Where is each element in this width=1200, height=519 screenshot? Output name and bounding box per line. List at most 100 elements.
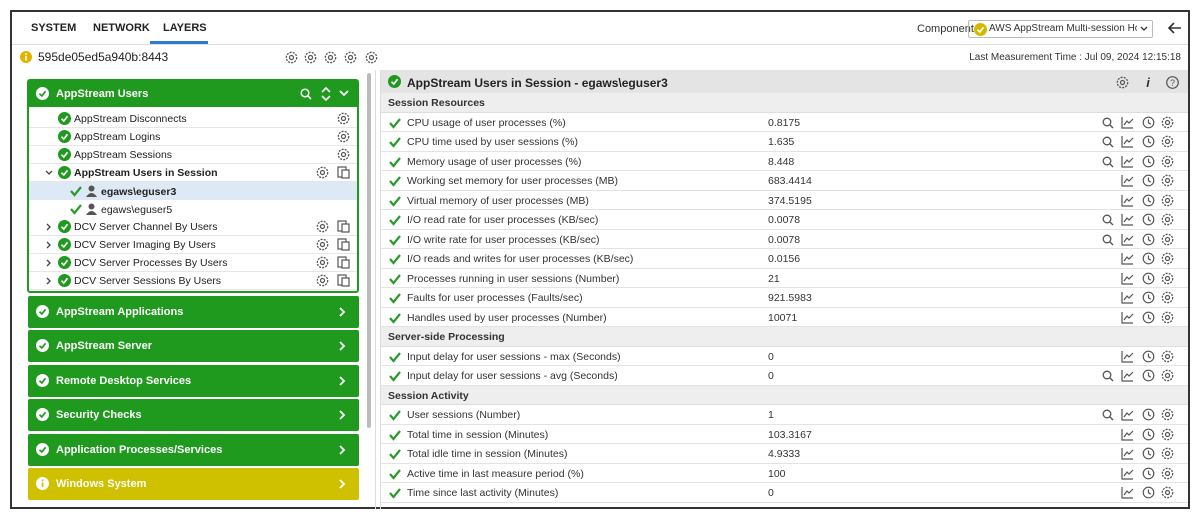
test-name[interactable]: AppStream Disconnects (74, 113, 187, 125)
layer-title[interactable]: Security Checks (56, 409, 142, 421)
toolbar-icon[interactable] (324, 51, 337, 64)
test-config-icon[interactable] (316, 220, 329, 233)
graph-icon[interactable] (1121, 155, 1134, 168)
history-icon[interactable] (1142, 174, 1155, 187)
layer-title[interactable]: Application Processes/Services (56, 444, 223, 456)
history-icon[interactable] (1142, 155, 1155, 168)
test-name[interactable]: DCV Server Sessions By Users (74, 275, 222, 287)
test-config-icon[interactable] (316, 238, 329, 251)
layer-button[interactable] (28, 330, 359, 362)
detail-icon[interactable] (1102, 370, 1114, 382)
threshold-icon[interactable] (1161, 155, 1174, 168)
history-icon[interactable] (1142, 467, 1155, 480)
graph-icon[interactable] (1121, 135, 1134, 148)
layer-expand[interactable] (338, 341, 346, 351)
panel-help[interactable]: ? (1166, 76, 1179, 89)
test-doc-icon[interactable] (337, 238, 350, 251)
panel-info[interactable]: i (1144, 75, 1152, 90)
test-name[interactable]: AppStream Users in Session (74, 167, 218, 179)
sort-icon[interactable] (320, 86, 332, 102)
detail-icon[interactable] (1102, 117, 1114, 129)
search-icon[interactable] (300, 88, 312, 100)
graph-icon[interactable] (1121, 233, 1134, 246)
test-doc-icon[interactable] (337, 166, 350, 179)
graph-icon[interactable] (1121, 467, 1134, 480)
threshold-icon[interactable] (1161, 116, 1174, 129)
history-icon[interactable] (1142, 272, 1155, 285)
component-dropdown[interactable] (968, 20, 1153, 38)
threshold-icon[interactable] (1161, 135, 1174, 148)
threshold-icon[interactable] (1161, 467, 1174, 480)
history-icon[interactable] (1142, 116, 1155, 129)
back-arrow[interactable] (1167, 22, 1182, 34)
threshold-icon[interactable] (1161, 252, 1174, 265)
graph-icon[interactable] (1121, 213, 1134, 226)
threshold-icon[interactable] (1161, 369, 1174, 382)
detail-icon[interactable] (1102, 409, 1114, 421)
history-icon[interactable] (1142, 291, 1155, 304)
toolbar-icon[interactable] (344, 51, 357, 64)
expanded-caret[interactable] (45, 169, 53, 177)
collapsed-caret[interactable] (45, 223, 53, 231)
detail-icon[interactable] (1102, 156, 1114, 168)
history-icon[interactable] (1142, 447, 1155, 460)
test-config-icon[interactable] (316, 166, 329, 179)
history-icon[interactable] (1142, 135, 1155, 148)
layer-button[interactable] (28, 468, 359, 500)
history-icon[interactable] (1142, 350, 1155, 363)
history-icon[interactable] (1142, 311, 1155, 324)
threshold-icon[interactable] (1161, 213, 1174, 226)
detail-icon[interactable] (1102, 136, 1114, 148)
layer-expand[interactable] (338, 376, 346, 386)
threshold-icon[interactable] (1161, 291, 1174, 304)
layer-expand[interactable] (338, 479, 346, 489)
test-name[interactable]: AppStream Logins (74, 131, 161, 143)
test-name[interactable]: DCV Server Imaging By Users (74, 239, 216, 251)
threshold-icon[interactable] (1161, 350, 1174, 363)
threshold-icon[interactable] (1161, 447, 1174, 460)
history-icon[interactable] (1142, 252, 1155, 265)
graph-icon[interactable] (1121, 291, 1134, 304)
test-name[interactable]: DCV Server Processes By Users (74, 257, 228, 269)
toolbar-icon[interactable] (304, 51, 317, 64)
layer-button[interactable] (28, 434, 359, 466)
layer-expand[interactable] (338, 410, 346, 420)
graph-icon[interactable] (1121, 350, 1134, 363)
test-name[interactable]: DCV Server Channel By Users (74, 221, 218, 233)
threshold-icon[interactable] (1161, 174, 1174, 187)
threshold-icon[interactable] (1161, 311, 1174, 324)
graph-icon[interactable] (1121, 428, 1134, 441)
tab[interactable]: SYSTEM (31, 22, 77, 34)
collapse-icon[interactable] (338, 90, 350, 98)
layer-title[interactable]: AppStream Users (56, 88, 149, 100)
toolbar-icon[interactable] (365, 51, 378, 64)
toolbar-icon[interactable] (285, 51, 298, 64)
threshold-icon[interactable] (1161, 194, 1174, 207)
history-icon[interactable] (1142, 369, 1155, 382)
layer-expand[interactable] (338, 307, 346, 317)
collapsed-caret[interactable] (45, 259, 53, 267)
layer-header[interactable] (28, 80, 358, 107)
graph-icon[interactable] (1121, 369, 1134, 382)
graph-icon[interactable] (1121, 252, 1134, 265)
test-doc-icon[interactable] (337, 220, 350, 233)
layer-expand[interactable] (338, 445, 346, 455)
graph-icon[interactable] (1121, 486, 1134, 499)
threshold-icon[interactable] (1161, 233, 1174, 246)
test-config-icon[interactable] (316, 274, 329, 287)
layer-button[interactable] (28, 399, 359, 431)
test-config-icon[interactable] (337, 112, 350, 125)
graph-icon[interactable] (1121, 272, 1134, 285)
layer-title[interactable]: Windows System (56, 478, 147, 490)
history-icon[interactable] (1142, 486, 1155, 499)
descriptor-name[interactable]: egaws\eguser3 (101, 186, 177, 198)
history-icon[interactable] (1142, 408, 1155, 421)
test-config-icon[interactable] (337, 130, 350, 143)
history-icon[interactable] (1142, 233, 1155, 246)
detail-icon[interactable] (1102, 214, 1114, 226)
detail-icon[interactable] (1102, 234, 1114, 246)
layer-title[interactable]: AppStream Applications (56, 306, 184, 318)
threshold-icon[interactable] (1161, 486, 1174, 499)
layer-button[interactable] (28, 365, 359, 397)
layer-title[interactable]: Remote Desktop Services (56, 375, 192, 387)
